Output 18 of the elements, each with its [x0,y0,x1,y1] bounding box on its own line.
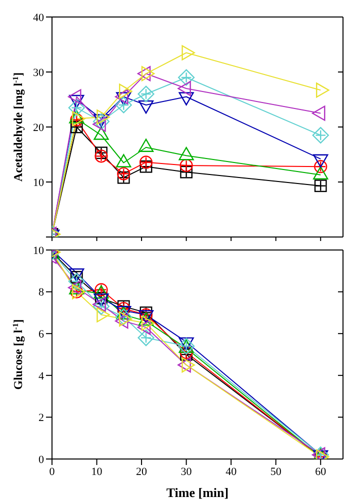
x-axis-title: Time [min] [166,485,229,500]
y-tick-label: 6 [38,328,44,341]
x-tick-label: 0 [49,466,56,478]
x-tick-label: 40 [226,466,238,478]
x-tick-label: 30 [180,466,192,478]
y-tick-label: 4 [38,370,44,382]
y-tick-label: 30 [33,66,44,79]
y-tick-label: 20 [33,122,44,134]
y-tick-label: 0 [38,454,44,466]
x-tick-label: 10 [91,466,103,478]
y-tick-label: 10 [33,176,44,189]
x-tick-label: 60 [315,466,327,478]
x-tick-label: 50 [270,466,282,478]
x-tick-label: 20 [136,466,148,478]
y-tick-label: 10 [33,244,44,257]
y-tick-label: 40 [33,12,44,24]
y-tick-label: 8 [38,286,44,299]
y-tick-label: 2 [38,412,44,424]
